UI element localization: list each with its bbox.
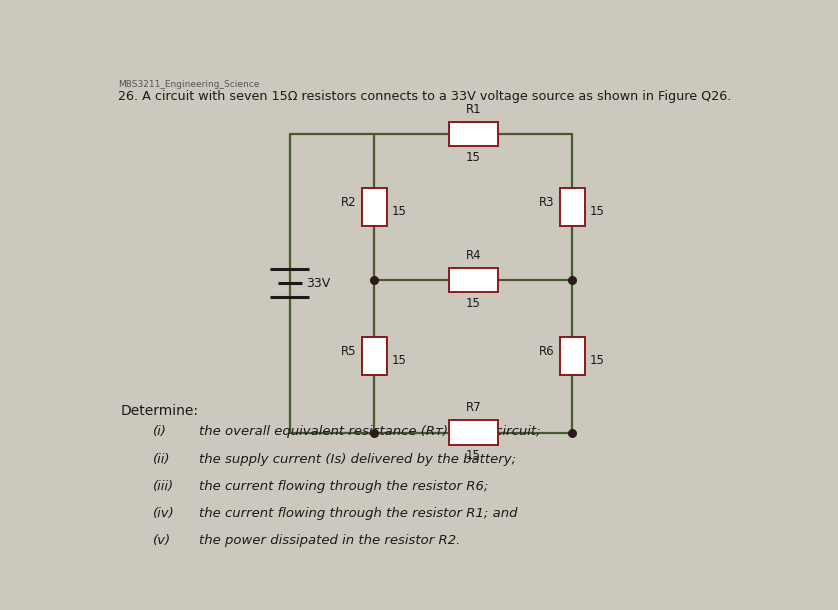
Text: (v): (v) [153,534,172,547]
Text: Determine:: Determine: [121,404,199,418]
Text: R4: R4 [465,248,481,262]
Bar [362,337,386,375]
Text: 15: 15 [466,297,481,310]
Text: the current flowing through the resistor R6;: the current flowing through the resistor… [199,480,489,493]
Text: 15: 15 [392,354,406,367]
Text: (iv): (iv) [153,507,175,520]
Bar [449,420,498,445]
Text: 33V: 33V [306,277,330,290]
Text: R7: R7 [465,401,481,414]
Text: the supply current (Is) delivered by the battery;: the supply current (Is) delivered by the… [199,453,516,465]
Text: 15: 15 [392,205,406,218]
Bar [449,268,498,292]
Text: (iii): (iii) [153,480,174,493]
Text: R6: R6 [539,345,555,358]
Text: 15: 15 [466,151,481,164]
Text: the overall equivalent resistance (Rᴛ) of the circuit;: the overall equivalent resistance (Rᴛ) o… [199,426,541,439]
Text: R2: R2 [341,196,357,209]
Bar [362,188,386,226]
Text: R5: R5 [341,345,357,358]
Text: R1: R1 [465,103,481,116]
Bar [560,188,585,226]
Text: the power dissipated in the resistor R2.: the power dissipated in the resistor R2. [199,534,460,547]
Text: (ii): (ii) [153,453,171,465]
Text: (i): (i) [153,426,168,439]
Text: 15: 15 [466,450,481,462]
Text: 15: 15 [590,205,605,218]
Text: MBS3211_Engineering_Science: MBS3211_Engineering_Science [117,81,259,89]
Text: the current flowing through the resistor R1; and: the current flowing through the resistor… [199,507,517,520]
Bar [560,337,585,375]
Text: R3: R3 [540,196,555,209]
Text: 15: 15 [590,354,605,367]
Text: 26. A circuit with seven 15Ω resistors connects to a 33V voltage source as shown: 26. A circuit with seven 15Ω resistors c… [117,90,731,102]
Bar [449,122,498,146]
